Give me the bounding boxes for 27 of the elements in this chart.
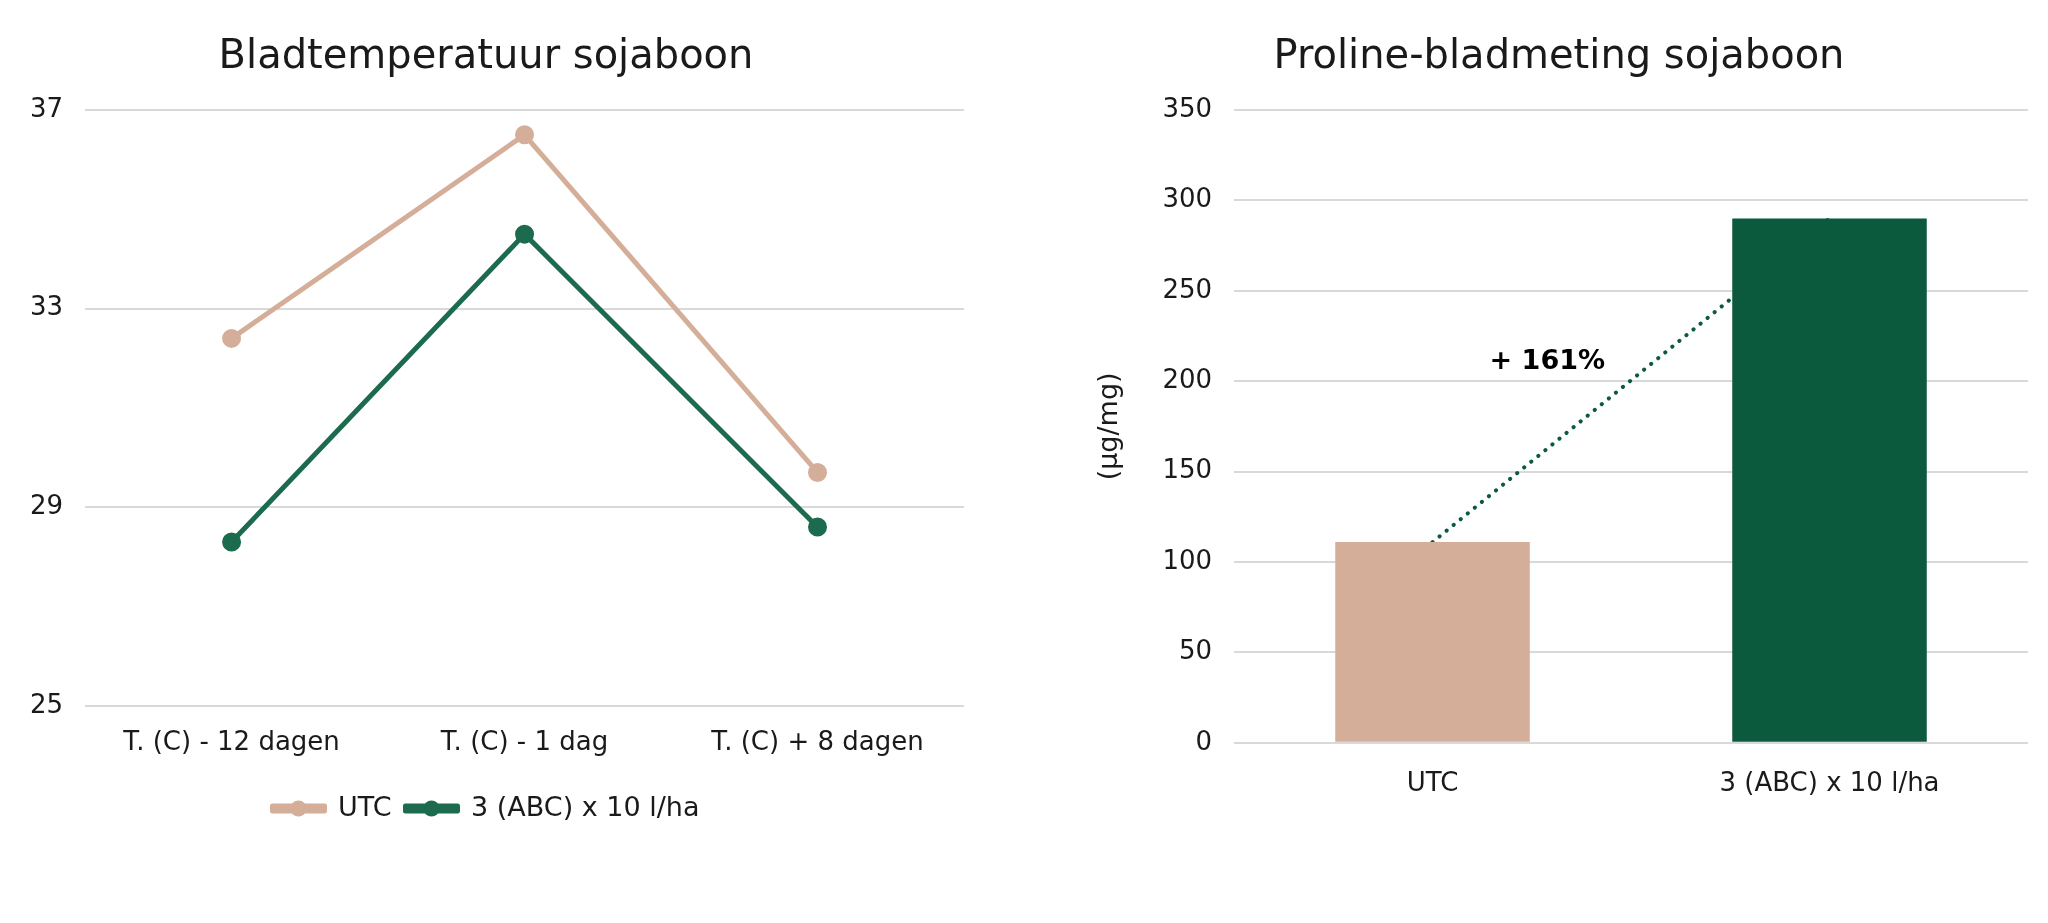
point <box>515 224 535 244</box>
point <box>808 517 828 537</box>
x-tick-label: T. (C) - 12 dagen <box>122 726 340 757</box>
point <box>515 125 535 145</box>
legend-label: UTC <box>337 790 392 822</box>
y-tick-label: 50 <box>1178 635 1213 666</box>
point <box>222 328 242 348</box>
x-tick-label: T. (C) + 8 dagen <box>710 726 924 757</box>
point <box>808 462 828 482</box>
y-tick-label: 250 <box>1162 273 1213 304</box>
x-tick-label: T. (C) - 1 dag <box>439 726 609 757</box>
y-tick-label: 300 <box>1162 183 1213 214</box>
y-tick-label: 33 <box>29 291 64 322</box>
y-tick-label: 150 <box>1162 454 1213 485</box>
y-tick-label: 100 <box>1162 544 1213 575</box>
y-tick-label: 25 <box>29 688 64 719</box>
legend-label: 3 (ABC) x 10 l/ha <box>470 790 700 822</box>
point <box>222 532 242 552</box>
y-axis-title: (µg/mg) <box>1092 372 1124 481</box>
y-tick-label: 200 <box>1162 363 1213 394</box>
y-tick-label: 37 <box>29 92 64 123</box>
y-tick-label: 29 <box>29 489 64 520</box>
y-tick-label: 350 <box>1162 92 1213 123</box>
chart-title: Proline-bladmeting sojaboon <box>1273 31 1845 78</box>
y-tick-label: 0 <box>1195 725 1213 756</box>
chart-title: Bladtemperatuur sojaboon <box>218 31 754 78</box>
annotation: + 161% <box>1489 344 1606 376</box>
